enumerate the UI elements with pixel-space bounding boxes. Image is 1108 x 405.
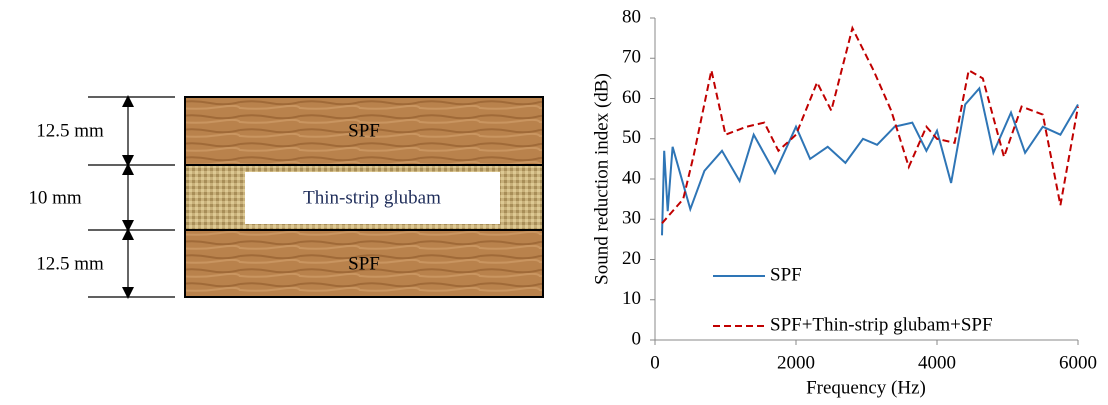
y-tick-label: 0	[632, 328, 642, 349]
x-tick-label: 4000	[918, 352, 956, 373]
thickness-label: 12.5 mm	[36, 253, 104, 274]
y-tick-label: 20	[622, 248, 641, 269]
legend-label: SPF+Thin-strip glubam+SPF	[770, 314, 993, 335]
series-line	[661, 86, 1079, 236]
layer-label: SPF	[348, 120, 380, 141]
y-axis-title: Sound reduction index (dB)	[591, 73, 612, 285]
layer-label: Thin-strip glubam	[303, 187, 441, 208]
layer-diagram: SPF Thin-strip glubam SPF 12.5 mm 10 mm …	[28, 95, 544, 299]
spf-layer	[184, 229, 544, 298]
y-tick-label: 50	[622, 127, 641, 148]
x-tick-label: 0	[650, 352, 660, 373]
legend-label: SPF	[770, 264, 802, 285]
dimension-lines	[88, 95, 175, 299]
y-tick-label: 30	[622, 208, 641, 229]
thickness-label: 12.5 mm	[36, 120, 104, 141]
y-tick-label: 70	[622, 47, 641, 68]
thickness-label: 10 mm	[28, 187, 82, 208]
spf-layer	[184, 96, 544, 166]
y-tick-label: 10	[622, 288, 641, 309]
y-tick-label: 40	[622, 167, 641, 188]
x-tick-label: 2000	[777, 352, 815, 373]
y-tick-label: 60	[622, 87, 641, 108]
x-axis-title: Frequency (Hz)	[806, 377, 926, 398]
label-box	[245, 172, 500, 224]
layer-label: SPF	[348, 253, 380, 274]
y-tick-label: 80	[622, 6, 641, 27]
x-tick-label: 6000	[1059, 352, 1097, 373]
